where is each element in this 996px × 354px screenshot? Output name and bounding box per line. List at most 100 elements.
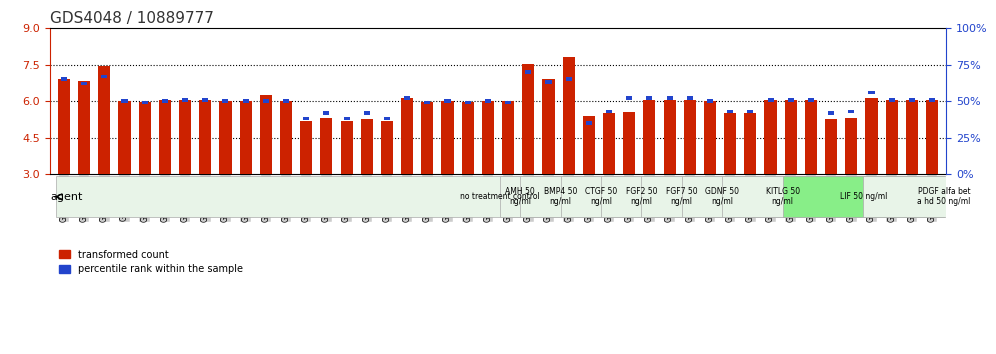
Bar <box>161 99 168 103</box>
Bar <box>929 98 935 102</box>
Bar <box>364 111 370 115</box>
FancyBboxPatch shape <box>681 176 763 217</box>
Text: GDS4048 / 10889777: GDS4048 / 10889777 <box>50 11 214 26</box>
Bar <box>724 113 736 174</box>
Bar <box>586 121 592 125</box>
Bar <box>543 79 555 174</box>
Bar <box>643 100 655 174</box>
Bar <box>623 112 635 174</box>
Bar <box>768 98 774 102</box>
Bar <box>825 119 838 174</box>
Bar <box>765 100 777 174</box>
FancyBboxPatch shape <box>864 176 996 217</box>
Bar <box>465 101 471 104</box>
Bar <box>546 80 552 84</box>
Bar <box>603 113 616 174</box>
Bar <box>383 117 390 120</box>
Bar <box>626 96 632 100</box>
Bar <box>905 100 918 174</box>
Text: FGF7 50
ng/ml: FGF7 50 ng/ml <box>666 187 697 206</box>
FancyBboxPatch shape <box>56 176 944 217</box>
Bar <box>505 101 511 104</box>
Bar <box>102 75 108 78</box>
Text: AMH 50
ng/ml: AMH 50 ng/ml <box>505 187 535 206</box>
FancyBboxPatch shape <box>601 176 681 217</box>
Bar <box>240 101 252 174</box>
Bar <box>828 111 834 115</box>
Bar <box>926 100 938 174</box>
Bar <box>866 97 877 174</box>
FancyBboxPatch shape <box>641 176 722 217</box>
Bar <box>303 117 309 120</box>
Bar <box>849 109 855 113</box>
Bar <box>563 57 575 174</box>
Bar <box>344 117 350 120</box>
Bar <box>341 121 353 174</box>
Bar <box>182 98 188 102</box>
Bar <box>683 100 696 174</box>
Bar <box>141 101 147 104</box>
Text: GDNF 50
ng/ml: GDNF 50 ng/ml <box>705 187 739 206</box>
Bar <box>321 118 333 174</box>
Bar <box>283 99 289 103</box>
Bar <box>401 97 413 174</box>
Text: FGF2 50
ng/ml: FGF2 50 ng/ml <box>625 187 657 206</box>
Bar <box>485 99 491 103</box>
Bar <box>482 101 494 174</box>
Bar <box>646 96 652 100</box>
Bar <box>243 99 249 103</box>
Bar <box>908 98 915 102</box>
Bar <box>687 96 693 100</box>
Bar <box>846 118 858 174</box>
Bar <box>785 100 797 174</box>
Bar <box>747 109 753 113</box>
Bar <box>58 79 70 174</box>
Bar <box>99 66 111 174</box>
Bar <box>704 101 716 174</box>
Text: PDGF alfa bet
a hd 50 ng/ml: PDGF alfa bet a hd 50 ng/ml <box>917 187 971 206</box>
Bar <box>122 99 127 103</box>
Text: agent: agent <box>51 192 84 202</box>
Bar <box>869 91 874 94</box>
Bar <box>202 98 208 102</box>
Bar <box>222 99 228 103</box>
Bar <box>138 102 150 174</box>
FancyBboxPatch shape <box>722 176 844 217</box>
Bar <box>81 82 88 85</box>
Bar <box>666 96 672 100</box>
Bar <box>61 78 67 81</box>
Bar <box>424 101 430 104</box>
Text: BMP4 50
ng/ml: BMP4 50 ng/ml <box>544 187 578 206</box>
Bar <box>404 96 410 100</box>
Bar <box>199 100 211 174</box>
Bar <box>805 100 817 174</box>
Bar <box>888 98 894 102</box>
Bar <box>788 98 794 102</box>
Bar <box>727 109 733 113</box>
Bar <box>179 100 191 174</box>
Bar <box>808 98 814 102</box>
FancyBboxPatch shape <box>561 176 641 217</box>
Bar <box>263 99 269 103</box>
Bar <box>444 99 450 103</box>
Bar <box>441 101 453 174</box>
Bar <box>78 80 91 174</box>
Bar <box>707 99 713 103</box>
Bar <box>361 119 373 174</box>
Bar <box>158 100 171 174</box>
Bar <box>462 102 474 174</box>
Text: no treatment control: no treatment control <box>460 192 540 201</box>
Bar <box>606 109 613 113</box>
Text: LIF 50 ng/ml: LIF 50 ng/ml <box>840 192 887 201</box>
FancyBboxPatch shape <box>783 176 944 217</box>
Bar <box>324 111 330 115</box>
Bar <box>300 121 313 174</box>
Bar <box>566 78 572 81</box>
Text: KITLG 50
ng/ml: KITLG 50 ng/ml <box>766 187 800 206</box>
Bar <box>663 100 675 174</box>
Bar <box>885 100 897 174</box>
Bar <box>219 101 231 174</box>
FancyBboxPatch shape <box>500 176 541 217</box>
Bar <box>280 101 292 174</box>
Bar <box>260 95 272 174</box>
